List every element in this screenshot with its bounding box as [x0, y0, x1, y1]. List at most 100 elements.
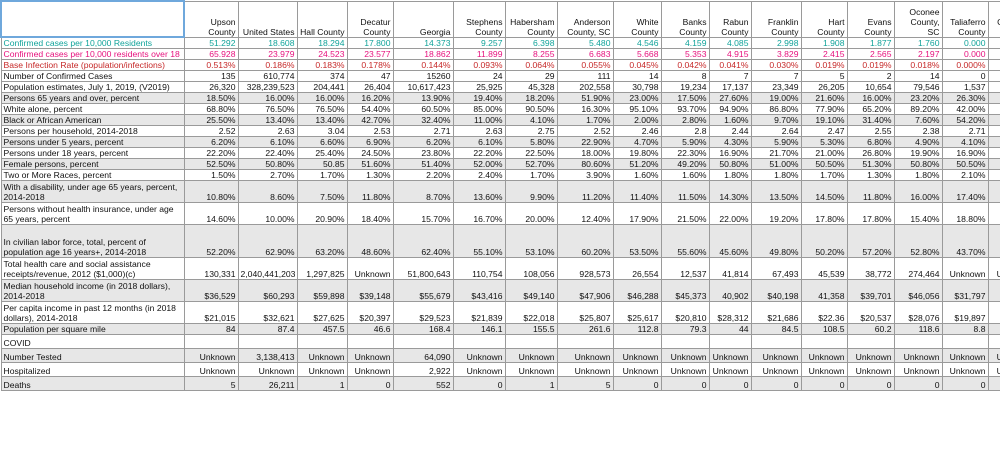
- data-cell[interactable]: 2.64: [750, 125, 802, 137]
- data-cell[interactable]: $55,679: [392, 279, 454, 302]
- data-cell[interactable]: 14: [893, 70, 943, 82]
- data-cell[interactable]: 18.608: [237, 36, 298, 49]
- data-cell[interactable]: $45,373: [660, 279, 710, 302]
- selected-corner-cell[interactable]: [0, 0, 185, 38]
- data-cell[interactable]: 26,211: [237, 376, 298, 391]
- data-cell[interactable]: 17.80%: [846, 202, 895, 225]
- data-cell[interactable]: 274,464: [893, 257, 943, 280]
- data-cell[interactable]: 1.60%: [612, 169, 662, 181]
- data-cell[interactable]: 0.064%: [504, 59, 558, 71]
- data-cell[interactable]: 51.292: [183, 36, 239, 49]
- data-cell[interactable]: 110,754: [452, 257, 506, 280]
- data-cell[interactable]: Unknown: [708, 362, 752, 377]
- data-cell[interactable]: 3,138,413: [237, 348, 298, 363]
- data-cell[interactable]: 0: [452, 376, 506, 391]
- data-cell[interactable]: $46,288: [612, 279, 662, 302]
- data-cell[interactable]: 14.60%: [183, 202, 239, 225]
- data-cell[interactable]: 374: [296, 70, 348, 82]
- data-cell[interactable]: [800, 334, 848, 349]
- data-cell[interactable]: 16.00%: [237, 92, 298, 104]
- data-cell[interactable]: 0: [800, 376, 848, 391]
- data-cell[interactable]: 18.00%: [987, 92, 1000, 104]
- data-cell[interactable]: 5.80%: [504, 136, 558, 148]
- data-cell[interactable]: [183, 334, 239, 349]
- data-cell[interactable]: [941, 334, 989, 349]
- data-cell[interactable]: 52.70%: [504, 158, 558, 170]
- data-cell[interactable]: 13.40%: [237, 114, 298, 126]
- data-cell[interactable]: 0.045%: [612, 59, 662, 71]
- data-cell[interactable]: $21,686: [750, 301, 802, 324]
- data-cell[interactable]: 22.20%: [183, 147, 239, 159]
- row-label-cell[interactable]: Black or African American: [0, 114, 185, 126]
- data-cell[interactable]: 0: [941, 376, 989, 391]
- data-cell[interactable]: 2.55: [846, 125, 895, 137]
- data-cell[interactable]: 26,320: [183, 81, 239, 93]
- data-cell[interactable]: 60.50%: [392, 103, 454, 115]
- data-cell[interactable]: 112.8: [612, 323, 662, 335]
- data-cell[interactable]: 7.50%: [296, 180, 348, 203]
- row-label-cell[interactable]: Deaths: [0, 376, 185, 391]
- row-label-cell[interactable]: Persons without health insurance, under …: [0, 202, 185, 225]
- data-cell[interactable]: 0.041%: [708, 59, 752, 71]
- data-cell[interactable]: 50.85: [296, 158, 348, 170]
- data-cell[interactable]: 0: [708, 376, 752, 391]
- data-cell[interactable]: 88.90%: [987, 103, 1000, 115]
- data-cell[interactable]: 2.415: [800, 48, 848, 60]
- data-cell[interactable]: 0.178%: [346, 59, 394, 71]
- data-cell[interactable]: 17,137: [708, 81, 752, 93]
- row-label-cell[interactable]: With a disability, under age 65 years, p…: [0, 180, 185, 203]
- data-cell[interactable]: 26,554: [612, 257, 662, 280]
- data-cell[interactable]: 2.63: [452, 125, 506, 137]
- data-cell[interactable]: 24.50%: [346, 147, 394, 159]
- data-cell[interactable]: 53.10%: [504, 224, 558, 258]
- data-cell[interactable]: 0: [750, 376, 802, 391]
- data-cell[interactable]: 18.00%: [556, 147, 614, 159]
- data-cell[interactable]: 6.90%: [346, 136, 394, 148]
- data-cell[interactable]: 2,971: [987, 81, 1000, 93]
- data-cell[interactable]: Unknown: [346, 257, 394, 280]
- data-cell[interactable]: $32,621: [237, 301, 298, 324]
- data-cell[interactable]: 1,537: [941, 81, 989, 93]
- data-cell[interactable]: 84: [183, 323, 239, 335]
- data-cell[interactable]: 6.20%: [392, 136, 454, 148]
- data-cell[interactable]: 47: [346, 70, 394, 82]
- data-cell[interactable]: 42.70%: [346, 114, 394, 126]
- row-label-cell[interactable]: Per capita income in past 12 months (in …: [0, 301, 185, 324]
- data-cell[interactable]: 53.50%: [612, 224, 662, 258]
- data-cell[interactable]: 7.60%: [893, 114, 943, 126]
- data-cell[interactable]: 10,654: [846, 81, 895, 93]
- data-cell[interactable]: [846, 334, 895, 349]
- data-cell[interactable]: 21.4: [987, 323, 1000, 335]
- data-cell[interactable]: 457.5: [296, 323, 348, 335]
- column-header[interactable]: Decatur County: [346, 0, 394, 38]
- data-cell[interactable]: 50.80%: [237, 158, 298, 170]
- data-cell[interactable]: 16.90%: [941, 147, 989, 159]
- data-cell[interactable]: 108,056: [504, 257, 558, 280]
- data-cell[interactable]: $22,018: [504, 301, 558, 324]
- data-cell[interactable]: 52.50%: [183, 158, 239, 170]
- data-cell[interactable]: $28,076: [893, 301, 943, 324]
- data-cell[interactable]: 79,546: [893, 81, 943, 93]
- data-cell[interactable]: 0.055%: [556, 59, 614, 71]
- row-label-cell[interactable]: Confirmed cases per 10,000 residents ove…: [0, 48, 185, 60]
- data-cell[interactable]: 68.80%: [183, 103, 239, 115]
- data-cell[interactable]: 23.00%: [612, 92, 662, 104]
- data-cell[interactable]: 2: [846, 70, 895, 82]
- data-cell[interactable]: 85.00%: [452, 103, 506, 115]
- data-cell[interactable]: 52.80%: [893, 224, 943, 258]
- data-cell[interactable]: 0.019%: [800, 59, 848, 71]
- data-cell[interactable]: 2.565: [846, 48, 895, 60]
- data-cell[interactable]: 15.70%: [392, 202, 454, 225]
- data-cell[interactable]: 57.20%: [846, 224, 895, 258]
- row-label-cell[interactable]: Number Tested: [0, 348, 185, 363]
- column-header[interactable]: Hall County: [296, 0, 348, 38]
- data-cell[interactable]: [346, 334, 394, 349]
- data-cell[interactable]: $28,312: [708, 301, 752, 324]
- data-cell[interactable]: [504, 334, 558, 349]
- data-cell[interactable]: 21.50%: [660, 202, 710, 225]
- row-label-cell[interactable]: In civilian labor force, total, percent …: [0, 224, 185, 258]
- data-cell[interactable]: 32.40%: [392, 114, 454, 126]
- data-cell[interactable]: 9.00%: [987, 114, 1000, 126]
- data-cell[interactable]: 50.80%: [708, 158, 752, 170]
- data-cell[interactable]: 87.4: [237, 323, 298, 335]
